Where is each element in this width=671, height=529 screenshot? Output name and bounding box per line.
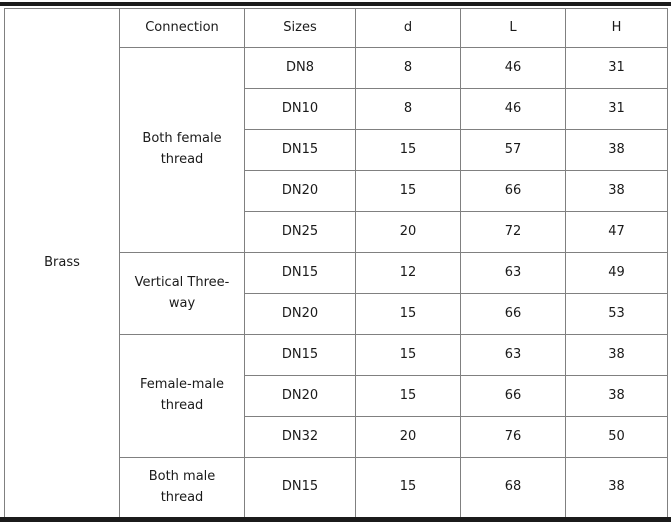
connection-group-cell: Female-male thread bbox=[119, 334, 245, 458]
d-value: 15 bbox=[355, 293, 461, 335]
l-value: 68 bbox=[460, 457, 566, 518]
connection-group-cell: Both male thread bbox=[119, 457, 245, 518]
bottom-rule bbox=[0, 517, 671, 522]
d-value: 20 bbox=[355, 416, 461, 458]
h-value: 38 bbox=[565, 457, 668, 518]
brass-spec-table: Brass Connection Sizes d L H Both female… bbox=[4, 8, 668, 518]
d-value: 15 bbox=[355, 129, 461, 171]
size-cell: DN15 bbox=[244, 252, 356, 294]
table-row: DN10 8 46 31 bbox=[5, 88, 668, 130]
header-connection: Connection bbox=[119, 8, 245, 48]
l-value: 66 bbox=[460, 170, 566, 212]
d-value: 12 bbox=[355, 252, 461, 294]
connection-group-cell: Both female thread bbox=[119, 47, 245, 253]
table-row: DN25 20 72 47 bbox=[5, 211, 668, 253]
size-cell: DN8 bbox=[244, 47, 356, 89]
size-cell: DN25 bbox=[244, 211, 356, 253]
header-sizes: Sizes bbox=[244, 8, 356, 48]
size-cell: DN20 bbox=[244, 170, 356, 212]
material-cell: Brass bbox=[4, 8, 120, 518]
size-cell: DN20 bbox=[244, 375, 356, 417]
size-cell: DN10 bbox=[244, 88, 356, 130]
d-value: 8 bbox=[355, 47, 461, 89]
h-value: 38 bbox=[565, 170, 668, 212]
l-value: 66 bbox=[460, 375, 566, 417]
connection-group-cell: Vertical Three-way bbox=[119, 252, 245, 335]
table-row: Vertical Three-way DN15 12 63 49 bbox=[5, 252, 668, 335]
table-row: DN20 15 66 38 bbox=[5, 170, 668, 212]
l-value: 46 bbox=[460, 47, 566, 89]
size-cell: DN20 bbox=[244, 293, 356, 335]
h-value: 53 bbox=[565, 293, 668, 335]
size-cell: DN32 bbox=[244, 416, 356, 458]
top-rule bbox=[0, 2, 671, 6]
d-value: 15 bbox=[355, 457, 461, 518]
l-value: 63 bbox=[460, 334, 566, 376]
l-value: 76 bbox=[460, 416, 566, 458]
size-cell: DN15 bbox=[244, 334, 356, 376]
h-value: 50 bbox=[565, 416, 668, 458]
table-row: DN32 20 76 50 bbox=[5, 416, 668, 458]
header-l: L bbox=[460, 8, 566, 48]
l-value: 66 bbox=[460, 293, 566, 335]
d-value: 20 bbox=[355, 211, 461, 253]
size-cell: DN15 bbox=[244, 457, 356, 518]
header-row: Brass Connection Sizes d L H bbox=[4, 8, 668, 518]
table-row: Both female thread DN8 8 46 31 bbox=[5, 47, 668, 253]
d-value: 15 bbox=[355, 170, 461, 212]
l-value: 46 bbox=[460, 88, 566, 130]
table-row: DN20 15 66 53 bbox=[5, 293, 668, 335]
header-h: H bbox=[565, 8, 668, 48]
h-value: 31 bbox=[565, 47, 668, 89]
h-value: 38 bbox=[565, 375, 668, 417]
h-value: 38 bbox=[565, 334, 668, 376]
h-value: 38 bbox=[565, 129, 668, 171]
d-value: 15 bbox=[355, 375, 461, 417]
d-value: 15 bbox=[355, 334, 461, 376]
header-d: d bbox=[355, 8, 461, 48]
table-row: DN15 15 57 38 bbox=[5, 129, 668, 171]
l-value: 63 bbox=[460, 252, 566, 294]
h-value: 47 bbox=[565, 211, 668, 253]
h-value: 49 bbox=[565, 252, 668, 294]
table-row: Female-male thread DN15 15 63 38 bbox=[5, 334, 668, 458]
l-value: 57 bbox=[460, 129, 566, 171]
l-value: 72 bbox=[460, 211, 566, 253]
d-value: 8 bbox=[355, 88, 461, 130]
h-value: 31 bbox=[565, 88, 668, 130]
size-cell: DN15 bbox=[244, 129, 356, 171]
